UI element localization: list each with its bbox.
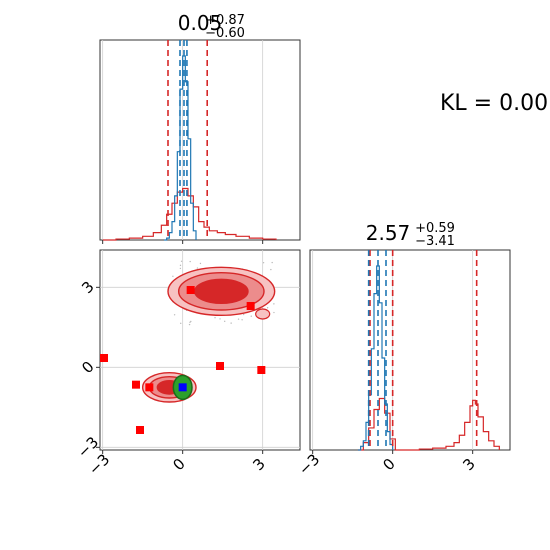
panel-top-left-ticks [102,240,264,244]
scatter-point [219,318,221,320]
title-lower-error: −0.60 [205,26,245,41]
scatter-point [180,322,182,325]
panel-top-left-content [102,40,277,241]
red-marker [257,366,266,374]
scatter-point [179,267,182,270]
blue-marker [178,383,187,392]
scatter-point [242,313,245,316]
scatter-point [188,323,191,326]
scatter-point [189,321,191,323]
scatter-point [237,318,240,320]
x-tick-label: 0 [169,455,188,474]
red-marker [246,302,255,310]
title-upper-error: +0.87 [205,13,245,28]
scatter-point [189,260,191,263]
x-tick-label: 3 [459,455,478,474]
scatter-point [173,314,176,316]
red-marker [186,286,195,294]
panel-top-left-histogram: 0.05 +0.87 −0.60 [99,11,301,244]
red-contour-upper [193,278,249,305]
red-marker [216,362,224,370]
scatter-point [214,316,216,319]
red-histogram [358,397,500,451]
scatter-point [250,315,252,317]
scatter-point [273,303,275,305]
x-tick-label: 3 [249,455,268,474]
scatter-point [266,307,269,309]
panel-bottom-left-content [100,260,276,434]
blue-histogram [358,265,394,451]
panel-bottom-right-histogram: −3 0 3 2.57 +0.59 −3.41 [295,221,511,479]
x-tick-label: 0 [379,455,398,474]
scatter-point [199,262,202,265]
scatter-point [230,322,232,324]
red-histogram [102,187,277,241]
scatter-point [196,267,199,269]
y-tick-label: 3 [78,278,97,297]
red-contour-islet [255,308,271,320]
blue-histogram [164,55,197,241]
red-marker [145,383,154,392]
kl-annotation: KL = 0.00 [440,91,548,116]
scatter-point [273,311,275,314]
red-marker [132,380,140,389]
title-upper-error: +0.59 [415,221,455,236]
scatter-point [180,260,183,262]
scatter-point [270,268,272,271]
y-tick-label: 0 [78,358,97,377]
panel-top-left-title: 0.05 [178,11,223,35]
scatter-point [241,319,243,321]
panel-top-left-frame [99,39,301,241]
scatter-point [271,261,273,264]
title-value: 0.05 [178,11,223,35]
panel-bottom-right-ticks: −3 0 3 [295,450,479,479]
scatter-point [262,261,265,264]
title-value: 2.57 [366,221,411,245]
scatter-point [172,275,174,277]
title-lower-error: −3.41 [415,234,455,249]
panel-bottom-right-content [358,250,500,451]
scatter-point [179,264,182,267]
red-marker [100,354,108,362]
scatter-point [223,320,226,323]
panel-bottom-right-frame [309,249,511,451]
red-marker [136,426,144,434]
x-tick-label: −3 [295,450,323,478]
panel-bottom-right-title: 2.57 [366,221,411,245]
